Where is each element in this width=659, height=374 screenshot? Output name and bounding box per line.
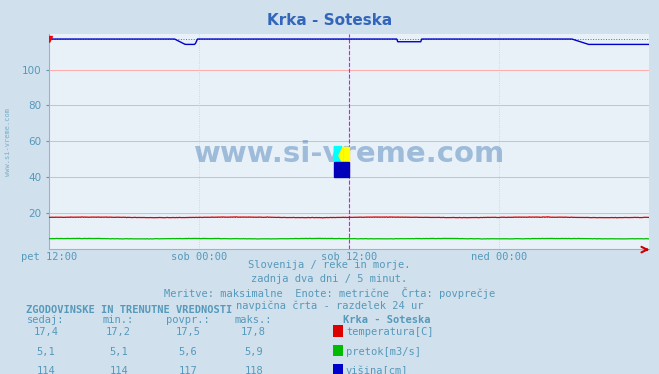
Text: 17,8: 17,8 — [241, 327, 266, 337]
Text: 118: 118 — [244, 366, 263, 374]
Text: 5,6: 5,6 — [179, 347, 197, 357]
Text: višina[cm]: višina[cm] — [346, 366, 409, 374]
Text: 17,4: 17,4 — [34, 327, 59, 337]
Text: 17,2: 17,2 — [106, 327, 131, 337]
Text: pretok[m3/s]: pretok[m3/s] — [346, 347, 421, 357]
Text: navpična črta - razdelek 24 ur: navpična črta - razdelek 24 ur — [236, 301, 423, 311]
Text: temperatura[C]: temperatura[C] — [346, 327, 434, 337]
Text: 117: 117 — [179, 366, 197, 374]
Text: Krka - Soteska: Krka - Soteska — [267, 13, 392, 28]
Text: www.si-vreme.com: www.si-vreme.com — [5, 108, 11, 176]
Text: 17,5: 17,5 — [175, 327, 200, 337]
Text: Krka - Soteska: Krka - Soteska — [343, 315, 430, 325]
Text: 5,9: 5,9 — [244, 347, 263, 357]
Text: ned 00:00: ned 00:00 — [471, 252, 527, 263]
Text: www.si-vreme.com: www.si-vreme.com — [194, 140, 505, 168]
Text: 5,1: 5,1 — [109, 347, 128, 357]
Text: 114: 114 — [37, 366, 55, 374]
Text: 5,1: 5,1 — [37, 347, 55, 357]
Text: povpr.:: povpr.: — [166, 315, 210, 325]
Text: pet 12:00: pet 12:00 — [21, 252, 78, 263]
Text: sob 12:00: sob 12:00 — [321, 252, 378, 263]
Text: sob 00:00: sob 00:00 — [171, 252, 227, 263]
Text: zadnja dva dni / 5 minut.: zadnja dva dni / 5 minut. — [251, 273, 408, 283]
Polygon shape — [334, 147, 342, 162]
Text: 114: 114 — [109, 366, 128, 374]
Bar — [334, 162, 349, 177]
Polygon shape — [334, 147, 342, 162]
Text: sedaj:: sedaj: — [28, 315, 65, 325]
Polygon shape — [334, 147, 342, 162]
Text: ZGODOVINSKE IN TRENUTNE VREDNOSTI: ZGODOVINSKE IN TRENUTNE VREDNOSTI — [26, 305, 233, 315]
Text: maks.:: maks.: — [235, 315, 272, 325]
Bar — [342, 147, 349, 162]
Text: Meritve: maksimalne  Enote: metrične  Črta: povprečje: Meritve: maksimalne Enote: metrične Črta… — [164, 287, 495, 299]
Text: Slovenija / reke in morje.: Slovenija / reke in morje. — [248, 260, 411, 270]
Text: min.:: min.: — [103, 315, 134, 325]
